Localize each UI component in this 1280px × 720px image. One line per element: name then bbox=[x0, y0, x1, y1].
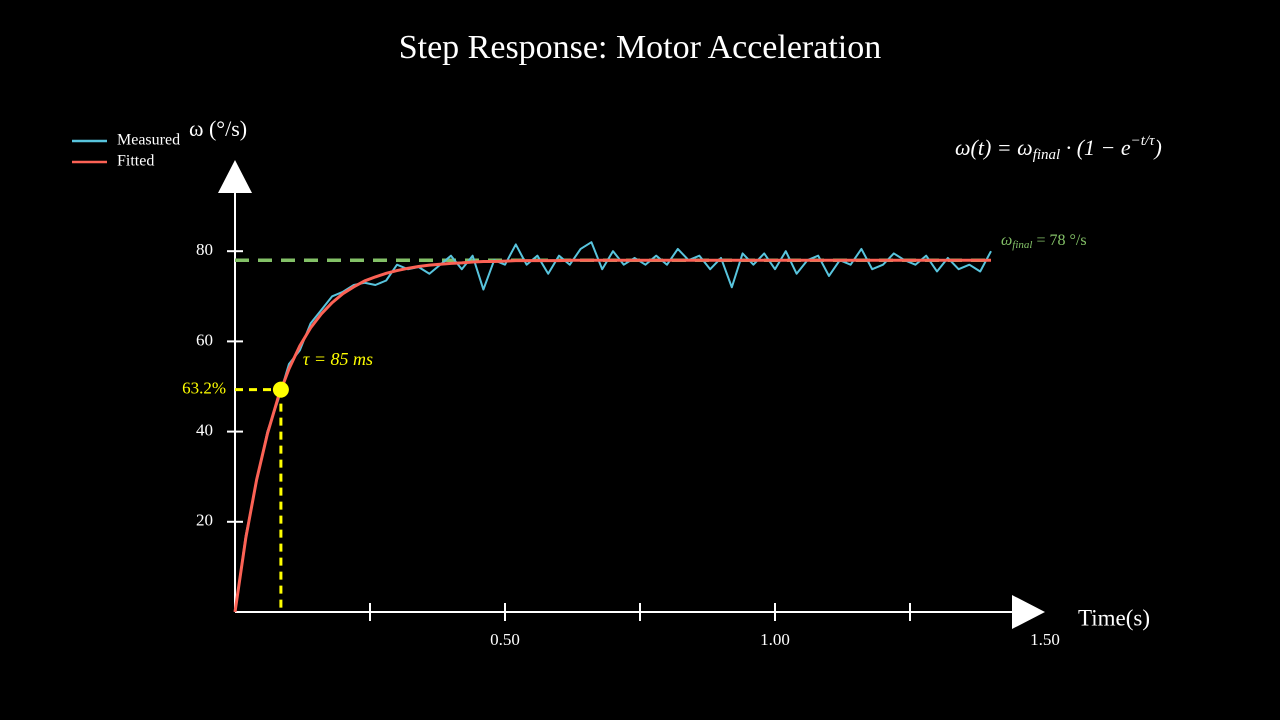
tau-point bbox=[272, 381, 289, 398]
y-tick-label: 40 bbox=[196, 420, 213, 439]
x-tick-label: 1.50 bbox=[1030, 630, 1060, 649]
final-label-part: = 78 °/s bbox=[1032, 232, 1086, 249]
y-tick-label: 80 bbox=[196, 240, 213, 259]
formula: ω(t) = ωfinal · (1 − e−t/τ) bbox=[955, 133, 1162, 163]
chart-title: Step Response: Motor Acceleration bbox=[399, 29, 882, 66]
x-tick-label: 1.00 bbox=[760, 630, 790, 649]
y-axis-label: ω (°/s) bbox=[189, 116, 247, 141]
y-axis-arrow bbox=[218, 160, 252, 193]
x-axis-arrow bbox=[1012, 595, 1045, 629]
legend-label: Fitted bbox=[117, 153, 154, 170]
final-label: ωfinal = 78 °/s bbox=[1001, 232, 1087, 251]
tau-label: τ = 85 ms bbox=[303, 349, 373, 369]
tau-marker-label: 63.2% bbox=[182, 379, 226, 398]
formula-part: final bbox=[1033, 147, 1061, 163]
y-tick-label: 20 bbox=[196, 511, 213, 530]
legend-label: Measured bbox=[117, 132, 180, 149]
final-label-part: ω bbox=[1001, 232, 1012, 249]
y-tick-label: 60 bbox=[196, 330, 213, 349]
x-axis-label: Time(s) bbox=[1078, 605, 1150, 630]
formula-part: · (1 − e bbox=[1060, 135, 1131, 160]
final-label-part: final bbox=[1012, 239, 1032, 251]
data-line bbox=[233, 258, 991, 613]
formula-part: ω(t) = ω bbox=[955, 135, 1033, 160]
x-tick-label: 0.50 bbox=[490, 630, 520, 649]
formula-part: −t/τ bbox=[1131, 133, 1155, 149]
formula-part: ) bbox=[1152, 135, 1161, 160]
